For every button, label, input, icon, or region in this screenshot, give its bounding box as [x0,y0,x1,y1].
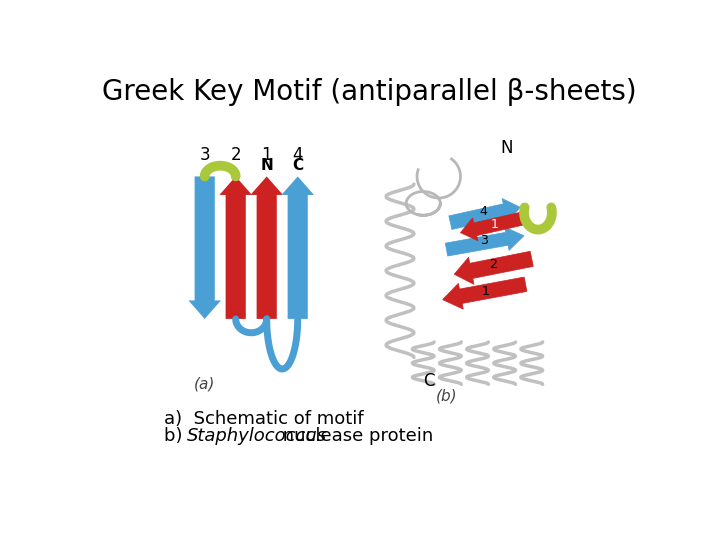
Text: (b): (b) [436,388,457,403]
Text: C: C [423,372,434,389]
Text: a)  Schematic of motif: a) Schematic of motif [163,410,364,428]
Text: 3: 3 [480,234,487,247]
FancyArrow shape [449,199,520,230]
Text: 4: 4 [480,205,487,218]
FancyArrow shape [443,277,527,309]
Text: Staphylococcus: Staphylococcus [187,427,327,445]
Text: N: N [500,139,513,157]
FancyArrow shape [454,251,534,285]
Text: nuclease protein: nuclease protein [276,427,433,445]
FancyArrow shape [220,177,252,319]
FancyArrow shape [189,177,221,319]
Text: 2: 2 [489,259,497,272]
Text: b): b) [163,427,194,445]
FancyArrow shape [282,177,314,319]
Text: Greek Key Motif (antiparallel β-sheets): Greek Key Motif (antiparallel β-sheets) [102,78,636,106]
FancyArrow shape [461,211,529,241]
Text: (a): (a) [194,377,215,392]
Text: 2: 2 [230,146,241,164]
FancyArrow shape [251,177,283,319]
Text: C: C [292,158,303,173]
Text: 1: 1 [261,146,272,164]
Text: 1: 1 [490,219,498,232]
Text: 3: 3 [199,146,210,164]
Text: 1: 1 [481,285,489,298]
FancyArrow shape [446,227,524,256]
Text: N: N [261,158,273,173]
Text: 4: 4 [292,146,303,164]
